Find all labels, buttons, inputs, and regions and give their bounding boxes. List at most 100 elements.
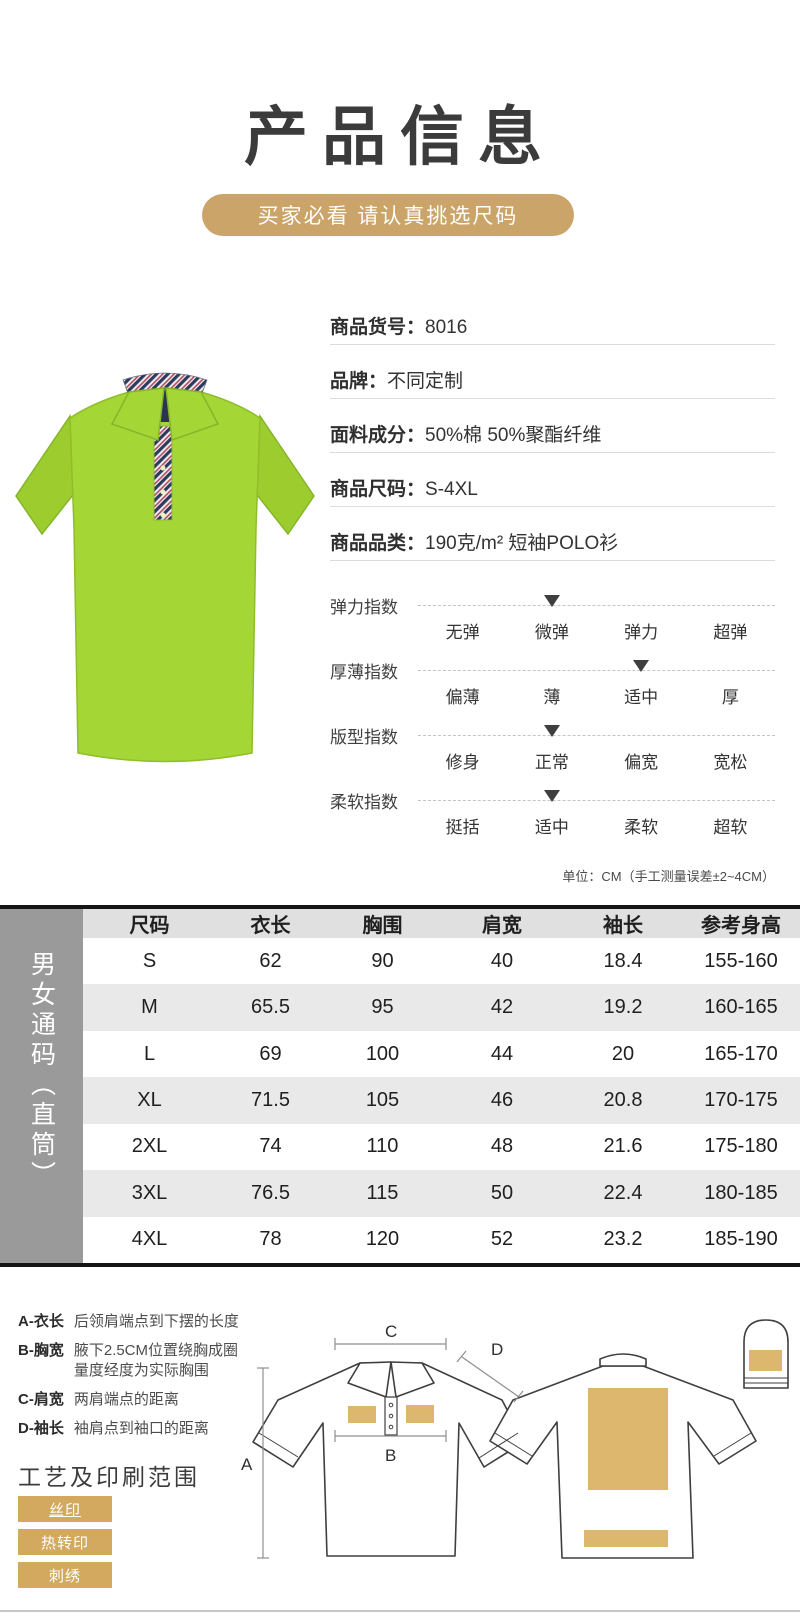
diagram-letter-c: C <box>385 1322 397 1341</box>
detail-row-brand: 品牌：不同定制 <box>330 345 775 399</box>
scale-option: 无弹 <box>445 623 480 642</box>
detail-label: 商品货号： <box>330 317 426 338</box>
size-table-section: 男女通码（直筒） 尺码 衣长 胸围 肩宽 袖长 参考身高 S <box>0 905 800 1267</box>
detail-value: 不同定制 <box>387 371 464 392</box>
cell-shoulder: 52 <box>490 1228 514 1251</box>
scale-option: 偏宽 <box>624 753 659 772</box>
diagram-letter-b: B <box>385 1446 396 1465</box>
product-photo <box>8 328 323 768</box>
detail-row-sizes: 商品尺码：S-4XL <box>330 453 775 507</box>
cell-height: 175-180 <box>704 1135 778 1158</box>
scale-option: 超软 <box>713 818 748 837</box>
detail-value: 50%棉 50%聚酯纤维 <box>425 425 602 446</box>
cell-length: 76.5 <box>251 1181 290 1204</box>
cell-length: 78 <box>259 1228 282 1251</box>
column-header: 肩宽 <box>482 915 522 937</box>
table-row: 3XL 76.5 115 50 22.4 180-185 <box>83 1170 800 1217</box>
guide-label: B-胸宽 <box>18 1342 64 1359</box>
column-header: 胸围 <box>362 915 403 937</box>
scale-label: 版型指数 <box>330 728 398 747</box>
size-table-side-column: 男女通码（直筒） <box>0 909 83 1263</box>
column-header: 衣长 <box>250 915 291 937</box>
unit-note: 单位：CM（手工测量误差±2~4CM） <box>562 869 775 884</box>
detail-label: 商品尺码： <box>330 479 426 500</box>
cell-shoulder: 46 <box>490 1088 514 1111</box>
scale-option: 弹力 <box>624 623 659 642</box>
detail-label: 商品品类： <box>330 533 426 554</box>
cell-shoulder: 48 <box>490 1135 514 1158</box>
scale-elasticity: 弹力指数 无弹 微弹 弹力 超弹 <box>330 585 775 650</box>
cell-chest: 120 <box>365 1228 400 1251</box>
page-title: 产品信息 <box>244 101 556 173</box>
arrow-down-icon <box>543 595 560 607</box>
measure-guide: A-衣长 后领肩端点到下摆的长度 B-胸宽 腋下2.5CM位置绕胸成圈 量度经度为… <box>18 1312 248 1448</box>
arrow-down-icon <box>543 725 560 737</box>
cell-sleeve: 23.2 <box>603 1228 643 1251</box>
size-table: 尺码 衣长 胸围 肩宽 袖长 参考身高 S 62 90 40 18.4 155-… <box>83 909 800 1263</box>
craft-buttons: 丝印 热转印 刺绣 <box>18 1496 138 1595</box>
cell-size: L <box>143 1042 156 1065</box>
front-shirt-outline <box>252 1362 525 1557</box>
guide-desc: 两肩端点的距离 <box>73 1391 179 1408</box>
cell-size: M <box>141 996 158 1019</box>
cell-length: 69 <box>259 1042 282 1065</box>
scale-option: 厚 <box>721 688 739 707</box>
heat-transfer-button[interactable]: 热转印 <box>18 1529 112 1555</box>
cell-size: 4XL <box>131 1228 168 1251</box>
cell-size: 2XL <box>131 1135 168 1158</box>
scale-option: 修身 <box>445 753 480 772</box>
scale-label: 柔软指数 <box>330 793 398 812</box>
arrow-down-icon <box>543 790 560 802</box>
cell-length: 71.5 <box>251 1088 290 1111</box>
cell-chest: 110 <box>366 1135 399 1158</box>
scale-dashed-line <box>418 605 775 606</box>
silk-print-button[interactable]: 丝印 <box>18 1496 112 1522</box>
guide-desc: 腋下2.5CM位置绕胸成圈 量度经度为实际胸围 <box>73 1342 239 1379</box>
size-table-header-row: 尺码 衣长 胸围 肩宽 袖长 参考身高 <box>83 909 800 938</box>
guide-desc: 后领肩端点到下摆的长度 <box>73 1313 239 1330</box>
front-left-chest-print-area <box>348 1406 376 1423</box>
footer-divider <box>0 1610 800 1612</box>
detail-label: 品牌： <box>330 371 388 392</box>
scale-options: 无弹 微弹 弹力 超弹 <box>418 618 775 643</box>
scale-option: 挺括 <box>445 818 480 837</box>
scale-option: 柔软 <box>624 818 659 837</box>
embroidery-button[interactable]: 刺绣 <box>18 1562 112 1588</box>
cell-length: 65.5 <box>251 996 290 1019</box>
scale-options: 修身 正常 偏宽 宽松 <box>418 748 775 773</box>
cell-size: S <box>142 949 157 972</box>
shirt-diagram-svg: C D A B <box>241 1319 789 1559</box>
scale-option: 正常 <box>534 753 569 772</box>
scale-option: 偏薄 <box>445 688 480 707</box>
cell-shoulder: 40 <box>490 949 514 972</box>
table-row: XL 71.5 105 46 20.8 170-175 <box>83 1077 800 1124</box>
back-collar <box>599 1353 647 1367</box>
guide-item-a: A-衣长 后领肩端点到下摆的长度 <box>18 1312 248 1332</box>
sleeve-print-area <box>749 1350 782 1371</box>
scale-dashed-line <box>418 670 775 671</box>
craft-section-title: 工艺及印刷范围 <box>18 1464 200 1490</box>
polo-shirt-illustration <box>15 372 315 763</box>
front-cuff-line <box>478 1432 519 1459</box>
cell-height: 160-165 <box>704 996 778 1019</box>
cell-sleeve: 20 <box>611 1042 635 1065</box>
arrow-down-icon <box>633 660 650 672</box>
notice-banner: 买家必看 请认真挑选尺码 <box>202 194 574 236</box>
table-row: 4XL 78 120 52 23.2 185-190 <box>83 1216 800 1263</box>
cell-size: 3XL <box>131 1181 168 1204</box>
cell-chest: 105 <box>365 1088 400 1111</box>
front-cuff-line <box>258 1432 299 1458</box>
scale-option: 超弹 <box>713 623 748 642</box>
scale-options: 挺括 适中 柔软 超软 <box>418 813 775 838</box>
cell-shoulder: 42 <box>490 996 514 1019</box>
size-table-side-label: 男女通码（直筒） <box>27 951 56 1191</box>
cell-height: 165-170 <box>704 1042 778 1065</box>
column-header: 袖长 <box>603 915 643 937</box>
cell-height: 185-190 <box>704 1228 778 1251</box>
scale-fit: 版型指数 修身 正常 偏宽 宽松 <box>330 715 775 780</box>
measurement-diagram: C D A B <box>235 1300 795 1600</box>
scale-track: 挺括 适中 柔软 超软 <box>418 780 775 845</box>
product-details: 商品货号：8016 品牌：不同定制 面料成分：50%棉 50%聚酯纤维 商品尺码… <box>330 291 775 561</box>
cell-sleeve: 19.2 <box>603 996 643 1019</box>
